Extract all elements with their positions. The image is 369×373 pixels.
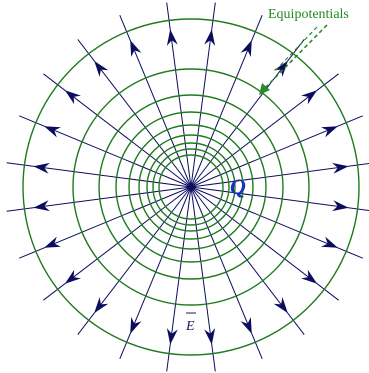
field-arrowhead-23 [321, 126, 338, 138]
field-arrowhead-17 [130, 40, 142, 57]
field-arrowhead-1 [332, 200, 349, 212]
equipotential-circle-4 [115, 111, 267, 263]
field-arrowhead-7 [166, 328, 178, 345]
field-arrowhead-22 [301, 90, 318, 105]
equipotential-circles [22, 18, 360, 356]
field-arrowhead-24 [332, 162, 349, 174]
field-arrowhead-19 [204, 29, 216, 46]
equipotential-pointer-line [263, 24, 328, 90]
field-arrowhead-15 [64, 90, 81, 105]
field-arrowhead-5 [240, 317, 252, 334]
equipotential-circle-3 [98, 94, 284, 280]
field-arrows [33, 29, 349, 345]
field-arrowhead-14 [44, 126, 61, 138]
equipotential-circle-6 [138, 134, 244, 240]
equipotential-circle-1 [22, 18, 360, 356]
charge-label: Q [230, 174, 246, 199]
field-arrowhead-10 [64, 269, 81, 284]
equipotential-circle-8 [152, 148, 230, 226]
equipotential-pointer-arrowhead [259, 83, 270, 95]
field-arrowhead-4 [273, 297, 288, 314]
field-arrowhead-3 [301, 269, 318, 284]
field-arrowhead-9 [94, 297, 109, 314]
field-arrowhead-21 [273, 60, 288, 77]
equipotential-circle-2 [72, 68, 310, 306]
field-arrowhead-8 [130, 317, 142, 334]
point-charge-dot [188, 184, 194, 190]
field-lines [6, 2, 369, 372]
field-arrowhead-12 [33, 200, 50, 212]
field-arrowhead-18 [166, 29, 178, 46]
field-arrowhead-2 [321, 236, 338, 248]
field-arrowhead-6 [204, 328, 216, 345]
electric-field-label: E [185, 319, 195, 334]
equipotential-circle-5 [128, 124, 254, 250]
equipotential-circle-7 [146, 142, 236, 232]
field-arrowhead-13 [33, 162, 50, 174]
field-arrowhead-16 [94, 60, 109, 77]
equipotentials-label: Equipotentials [268, 7, 349, 22]
field-arrowhead-20 [240, 40, 252, 57]
field-arrowhead-11 [44, 236, 61, 248]
equipotential-pointer-line-secondary [273, 26, 318, 73]
equipotential-circle-9 [158, 154, 224, 220]
